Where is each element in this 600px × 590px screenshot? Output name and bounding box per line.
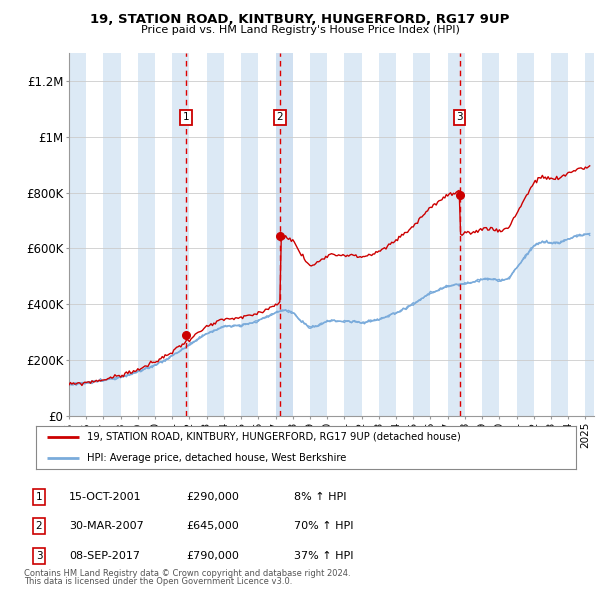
Bar <box>534 53 551 416</box>
Bar <box>517 53 534 416</box>
Bar <box>465 53 482 416</box>
Text: £645,000: £645,000 <box>186 522 239 531</box>
Text: 3: 3 <box>35 552 43 561</box>
Bar <box>379 53 396 416</box>
Text: £790,000: £790,000 <box>186 552 239 561</box>
Text: 2: 2 <box>277 112 283 122</box>
Bar <box>310 53 327 416</box>
Bar <box>103 53 121 416</box>
Text: 30-MAR-2007: 30-MAR-2007 <box>69 522 144 531</box>
Text: HPI: Average price, detached house, West Berkshire: HPI: Average price, detached house, West… <box>88 453 347 463</box>
Bar <box>499 53 517 416</box>
Text: Contains HM Land Registry data © Crown copyright and database right 2024.: Contains HM Land Registry data © Crown c… <box>24 569 350 578</box>
Text: 37% ↑ HPI: 37% ↑ HPI <box>294 552 353 561</box>
Bar <box>362 53 379 416</box>
Text: 19, STATION ROAD, KINTBURY, HUNGERFORD, RG17 9UP (detached house): 19, STATION ROAD, KINTBURY, HUNGERFORD, … <box>88 432 461 442</box>
Bar <box>224 53 241 416</box>
Bar <box>155 53 172 416</box>
Bar <box>172 53 190 416</box>
Bar <box>121 53 138 416</box>
Bar <box>275 53 293 416</box>
Text: Price paid vs. HM Land Registry's House Price Index (HPI): Price paid vs. HM Land Registry's House … <box>140 25 460 35</box>
Bar <box>327 53 344 416</box>
Text: 3: 3 <box>456 112 463 122</box>
Bar <box>448 53 465 416</box>
Bar <box>207 53 224 416</box>
Bar <box>259 53 275 416</box>
Text: 8% ↑ HPI: 8% ↑ HPI <box>294 492 347 502</box>
Bar <box>293 53 310 416</box>
Text: 70% ↑ HPI: 70% ↑ HPI <box>294 522 353 531</box>
Bar <box>430 53 448 416</box>
Bar <box>190 53 207 416</box>
Bar <box>482 53 499 416</box>
Text: 1: 1 <box>35 492 43 502</box>
Text: This data is licensed under the Open Government Licence v3.0.: This data is licensed under the Open Gov… <box>24 578 292 586</box>
Text: 1: 1 <box>182 112 189 122</box>
Text: 19, STATION ROAD, KINTBURY, HUNGERFORD, RG17 9UP: 19, STATION ROAD, KINTBURY, HUNGERFORD, … <box>91 13 509 26</box>
Bar <box>86 53 103 416</box>
Bar <box>586 53 600 416</box>
Bar <box>413 53 430 416</box>
Bar <box>69 53 86 416</box>
Text: 2: 2 <box>35 522 43 531</box>
Bar <box>241 53 259 416</box>
Text: £290,000: £290,000 <box>186 492 239 502</box>
Text: 15-OCT-2001: 15-OCT-2001 <box>69 492 142 502</box>
Bar <box>568 53 586 416</box>
Bar <box>396 53 413 416</box>
Bar <box>138 53 155 416</box>
Bar <box>275 53 293 416</box>
Bar <box>344 53 362 416</box>
Text: 08-SEP-2017: 08-SEP-2017 <box>69 552 140 561</box>
Bar <box>551 53 568 416</box>
